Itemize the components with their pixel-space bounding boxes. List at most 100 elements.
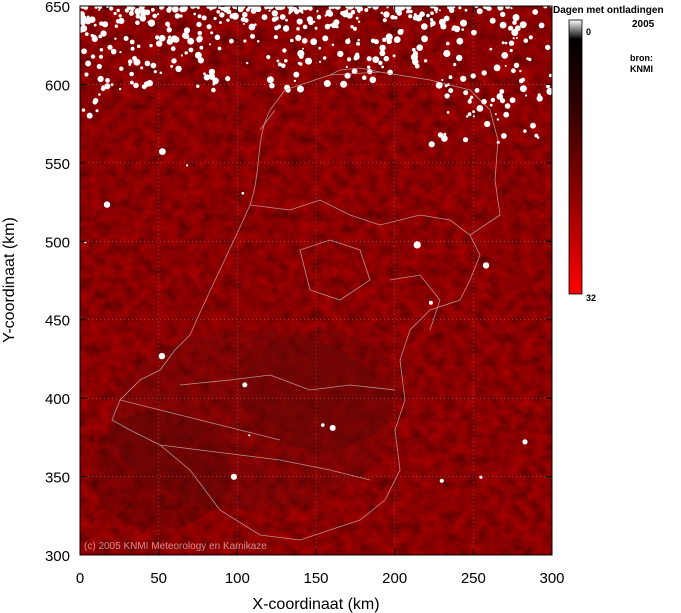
speckle — [86, 112, 93, 119]
speckle — [168, 35, 172, 39]
speckle — [329, 23, 332, 27]
speckle — [519, 85, 527, 93]
speckle — [277, 62, 282, 67]
speckle — [85, 60, 92, 67]
speckle — [426, 13, 430, 18]
speckle — [414, 63, 420, 69]
speckle — [316, 14, 322, 20]
speckle — [98, 34, 103, 39]
speckle — [505, 6, 511, 9]
speckle — [548, 73, 552, 78]
speckle — [90, 54, 96, 59]
speckle — [347, 57, 352, 62]
speckle — [494, 113, 497, 116]
speckle — [509, 97, 516, 104]
speckle — [536, 136, 540, 139]
speckle — [461, 28, 465, 31]
speckle — [324, 23, 331, 30]
speckle — [499, 21, 507, 29]
speckle — [366, 56, 372, 62]
speckle — [166, 27, 172, 33]
speckle — [159, 148, 166, 156]
speckle — [98, 54, 104, 59]
speckle — [282, 48, 287, 53]
speckle — [522, 439, 528, 445]
speckle — [242, 382, 248, 388]
speckle — [350, 9, 356, 15]
speckle — [271, 17, 277, 22]
speckle — [362, 75, 367, 80]
speckle — [521, 80, 524, 83]
speckle — [504, 41, 508, 45]
speckle — [379, 44, 386, 52]
speckle — [443, 49, 451, 58]
speckle — [206, 24, 212, 30]
speckle — [302, 6, 308, 9]
speckle — [104, 83, 111, 90]
speckle — [345, 65, 348, 69]
speckle — [345, 9, 349, 12]
speckle — [80, 15, 85, 23]
speckle — [496, 93, 504, 100]
speckle — [179, 14, 183, 18]
speckle — [118, 87, 122, 91]
speckle — [392, 54, 396, 58]
speckle — [412, 58, 419, 66]
speckle — [293, 79, 297, 83]
speckle — [287, 6, 294, 10]
speckle — [545, 44, 551, 51]
speckle — [133, 58, 141, 66]
speckle — [509, 48, 513, 53]
speckle — [158, 352, 166, 360]
speckle — [144, 9, 151, 16]
speckle — [243, 39, 247, 43]
speckle — [144, 60, 151, 67]
speckle — [196, 84, 200, 88]
speckle — [139, 14, 147, 22]
speckle — [133, 82, 139, 89]
speckle — [297, 49, 305, 58]
speckle — [219, 12, 225, 18]
speckle — [214, 34, 221, 41]
speckle — [387, 69, 393, 76]
map-grid — [80, 6, 552, 555]
speckle — [393, 36, 401, 43]
speckle — [406, 9, 410, 14]
speckle — [203, 74, 210, 81]
speckle — [474, 88, 480, 93]
speckle — [208, 43, 212, 46]
speckle — [212, 82, 216, 86]
speckle — [510, 7, 513, 10]
speckle — [184, 51, 188, 55]
speckle — [218, 6, 222, 9]
speckle — [456, 37, 464, 45]
speckle — [503, 111, 510, 118]
y-tick-label: 300 — [45, 548, 70, 565]
speckle — [413, 13, 417, 17]
speckle — [132, 6, 136, 10]
speckle — [268, 9, 271, 12]
speckle — [175, 65, 182, 73]
speckle — [532, 9, 539, 15]
speckle — [269, 82, 275, 89]
speckle — [460, 19, 467, 27]
speckle — [264, 6, 269, 10]
y-tick-label: 350 — [45, 470, 70, 487]
speckle — [99, 21, 104, 26]
x-tick-label: 0 — [76, 570, 84, 587]
speckle — [512, 14, 520, 21]
speckle — [114, 37, 117, 40]
speckle — [123, 36, 129, 41]
speckle — [383, 11, 390, 18]
speckle — [226, 18, 230, 22]
speckle — [119, 51, 122, 54]
speckle — [284, 59, 288, 63]
speckle — [430, 11, 434, 15]
speckle — [367, 65, 371, 69]
speckle — [248, 23, 256, 31]
speckle — [183, 6, 188, 10]
speckle — [96, 63, 102, 70]
speckle — [230, 473, 237, 480]
speckle — [187, 37, 195, 45]
y-tick-label: 550 — [45, 156, 70, 173]
